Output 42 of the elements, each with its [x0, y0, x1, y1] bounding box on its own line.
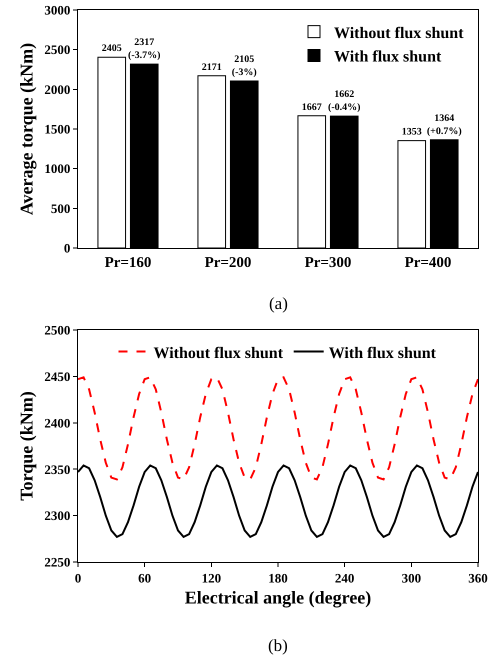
y-axis-title: Average torque (kNm)	[16, 42, 37, 216]
y-tick-label: 2450	[44, 368, 70, 384]
x-tick-label: 60	[138, 570, 152, 586]
text: (b)	[268, 636, 288, 655]
x-tick-label: Pr=160	[104, 255, 152, 271]
data-label: 1667	[302, 102, 322, 113]
y-tick-label: 2500	[44, 322, 70, 338]
legend-label: Without flux shunt	[334, 24, 464, 42]
y-tick-label: 2400	[44, 415, 70, 430]
line-series	[78, 376, 478, 480]
data-label: 1364 (+0.7%)	[426, 112, 462, 137]
y-tick-label: 3000	[44, 2, 70, 18]
x-axis-title: Electrical angle (degree)	[184, 588, 372, 608]
data-label: 1662 (-0.4%)	[328, 89, 360, 114]
y-tick-label: 2350	[44, 462, 70, 477]
data-label: 2105 (-3%)	[232, 54, 257, 78]
data-label: 2405	[102, 43, 122, 54]
x-tick-label: 360	[468, 570, 488, 586]
x-tick-label: Pr=200	[204, 255, 252, 271]
y-tick-label: 2300	[44, 508, 70, 524]
y-tick-label: 2250	[44, 554, 70, 570]
x-tick-label: Pr=400	[404, 255, 452, 271]
x-tick-label: 120	[202, 570, 222, 586]
y-tick-label: 2000	[44, 82, 70, 97]
data-label: 1353	[402, 126, 422, 138]
data-label: 2317 (-3.7%)	[128, 37, 160, 62]
y-tick-label: 2500	[44, 42, 70, 58]
y-tick-label: 500	[50, 200, 70, 216]
x-tick-label: 0	[74, 570, 82, 586]
x-tick-label: 240	[334, 570, 354, 586]
y-axis-title: Torque (kNm)	[16, 391, 37, 501]
text: (a)	[269, 294, 288, 313]
data-label: 2171	[202, 62, 222, 73]
y-tick-label: 1500	[44, 122, 70, 137]
legend-label: With flux shunt	[334, 48, 442, 66]
y-tick-label: 0	[64, 240, 70, 256]
x-tick-label: 300	[402, 570, 422, 586]
x-tick-label: 180	[268, 570, 288, 586]
y-tick-label: 1000	[44, 161, 70, 176]
legend-label: With flux shunt	[328, 344, 437, 362]
legend-label: Without flux shunt	[154, 344, 284, 362]
x-tick-label: Pr=300	[304, 255, 352, 271]
